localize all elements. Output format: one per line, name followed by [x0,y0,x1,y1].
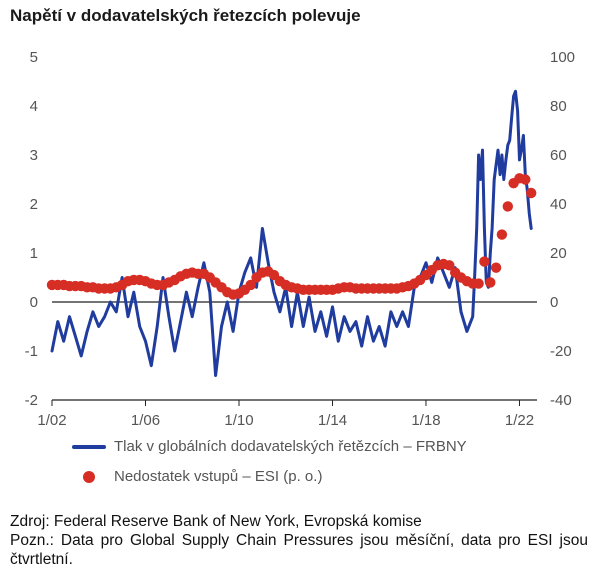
legend-label-esi: Nedostatek vstupů – ESI (p. o.) [114,468,323,485]
y-left-tick-label: 2 [30,196,38,213]
y-left-tick-label: 1 [30,245,38,262]
right-axis: -40 -20 0 20 40 60 80 100 [550,49,575,409]
legend-line-swatch [72,444,106,449]
y-right-tick-label: 0 [550,294,558,311]
y-right-tick-label: 60 [550,147,567,164]
y-left-tick-label: 4 [30,98,38,115]
y-left-tick-label: 0 [30,294,38,311]
y-left-tick-label: -2 [25,392,38,409]
left-axis: -2 -1 0 1 2 3 4 5 [25,49,38,409]
x-axis: 1/02 1/06 1/10 1/14 1/18 1/22 [37,301,537,429]
esi-data-point [526,187,537,199]
legend-dot-swatch [83,470,95,483]
legend-label-frbny: Tlak v globálních dodavatelských řetězcí… [114,438,467,455]
y-right-tick-label: -20 [550,343,572,360]
chart-title: Napětí v dodavatelských řetezcích polevu… [10,6,361,25]
esi-data-point [496,229,508,240]
y-right-tick-label: 20 [550,245,567,262]
esi-data-point [479,256,490,267]
esi-data-point [490,262,502,273]
legend-item-esi: Nedostatek vstupů – ESI (p. o.) [72,468,322,485]
frbny-series-line [50,89,533,377]
x-tick-label: 1/10 [224,412,253,429]
esi-data-point [444,260,455,271]
esi-data-point [485,277,496,288]
data-note: Pozn.: Data pro Global Supply Chain Pres… [10,532,588,568]
y-right-tick-label: 80 [550,98,567,115]
x-tick-label: 1/02 [37,412,66,429]
x-tick-label: 1/22 [505,412,534,429]
legend-item-frbny: Tlak v globálních dodavatelských řetězcí… [72,438,467,455]
y-left-tick-label: 5 [30,49,38,66]
x-tick-label: 1/14 [318,412,347,429]
source-note: Zdroj: Federal Reserve Bank of New York,… [10,513,422,530]
y-right-tick-label: 100 [550,49,575,66]
esi-data-point [520,174,531,185]
notes-block: Zdroj: Federal Reserve Bank of New York,… [10,512,588,569]
series-layer [46,89,537,377]
y-left-tick-label: -1 [25,343,38,360]
esi-data-point [473,278,484,289]
y-left-tick-label: 3 [30,147,38,164]
x-tick-label: 1/18 [411,412,440,429]
esi-data-point [245,279,256,291]
y-right-tick-label: -40 [550,392,572,409]
esi-data-point [502,201,513,212]
y-right-tick-label: 40 [550,196,567,213]
x-tick-label: 1/06 [131,412,160,429]
